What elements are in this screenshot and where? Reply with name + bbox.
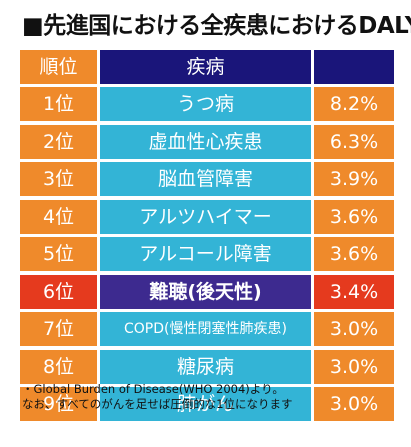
rank-cell: 7位 [20, 312, 97, 346]
disease-cell: 虚血性心疾患 [100, 124, 311, 159]
table-row: 5位 アルコール障害 3.6% [20, 237, 394, 271]
value-cell: 3.4% [314, 274, 394, 309]
value-cell: 3.9% [314, 162, 394, 196]
rank-cell: 6位 [20, 274, 97, 309]
source-note: ・Global Burden of Disease(WHO 2004)より。 [22, 382, 284, 396]
value-cell: 3.0% [314, 387, 394, 421]
table-row: 6位 難聴(後天性) 3.4% [20, 274, 394, 309]
value-cell: 3.6% [314, 199, 394, 234]
table-row: 2位 虚血性心疾患 6.3% [20, 124, 394, 159]
value-cell: 6.3% [314, 124, 394, 159]
rank-cell: 3位 [20, 162, 97, 196]
disease-cell: 糖尿病 [100, 349, 311, 384]
header-rank: 順位 [20, 50, 97, 84]
rank-cell: 4位 [20, 199, 97, 234]
header-value [314, 50, 394, 84]
table-row: 4位 アルツハイマー 3.6% [20, 199, 394, 234]
table-row: 1位 うつ病 8.2% [20, 87, 394, 121]
disease-cell: アルツハイマー [100, 199, 311, 234]
rank-cell: 5位 [20, 237, 97, 271]
disease-cell: アルコール障害 [100, 237, 311, 271]
disease-cell: 難聴(後天性) [100, 274, 311, 309]
value-cell: 3.0% [314, 312, 394, 346]
table-row: 8位 糖尿病 3.0% [20, 349, 394, 384]
rank-cell: 1位 [20, 87, 97, 121]
disease-cell: 肺がん [100, 387, 311, 421]
value-cell: 8.2% [314, 87, 394, 121]
table-row: 3位 脳血管障害 3.9% [20, 162, 394, 196]
rank-cell: 2位 [20, 124, 97, 159]
chart-title: ■先進国における全疾患におけるDALY [22, 13, 411, 39]
remark-note: なお、すべてのがんを足せば圧倒的な1位になります [22, 397, 293, 411]
table-row: 9位 肺がん 3.0% [20, 387, 394, 421]
disease-cell: 脳血管障害 [100, 162, 311, 196]
disease-cell: うつ病 [100, 87, 311, 121]
table-row: 7位 COPD(慢性閉塞性肺疾患) 3.0% [20, 312, 394, 346]
disease-cell: COPD(慢性閉塞性肺疾患) [100, 312, 311, 346]
rank-cell: 8位 [20, 349, 97, 384]
header-disease: 疾病 [100, 50, 311, 84]
value-cell: 3.6% [314, 237, 394, 271]
rank-cell: 9位 [20, 387, 97, 421]
value-cell: 3.0% [314, 349, 394, 384]
table-header-row: 順位 疾病 [20, 50, 394, 84]
